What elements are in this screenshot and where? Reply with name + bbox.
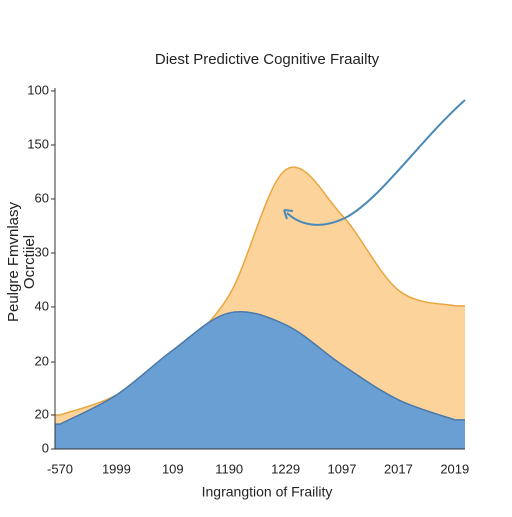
x-tick-label: 1097 [328,461,357,476]
x-tick-label: 2017 [384,461,413,476]
y-axis-label-line: Ocrctiiel [21,235,38,289]
y-tick-label: 20 [35,406,49,421]
x-tick-label: 1999 [102,461,131,476]
x-tick-label: 109 [162,461,184,476]
x-tick-label: 2019 [440,461,469,476]
y-tick-label: 60 [35,190,49,205]
x-tick-label: 1229 [271,461,300,476]
y-tick-label: 150 [27,136,49,151]
y-tick-label: 100 [27,82,49,97]
x-tick-label: -570 [47,461,73,476]
y-axis-label: Peulgre Fmvnlasy Ocrctiiel [5,201,38,322]
area-line [55,311,465,425]
y-axis-label-line: Peulgre Fmvnlasy [5,201,22,322]
annotation-arrow [286,99,466,226]
x-tick-label: 1190 [215,461,243,476]
y-tick-label: 0 [42,440,49,455]
y-tick-label: 20 [35,353,49,368]
chart-title: Diest Predictive Cognitive Fraailty [155,51,380,68]
y-tick-label: 30 [35,244,49,259]
y-tick-label: 40 [35,298,49,313]
x-axis-label: Ingrangtion of Fraility [202,484,333,500]
area [55,311,465,449]
arrow-head [283,209,294,220]
